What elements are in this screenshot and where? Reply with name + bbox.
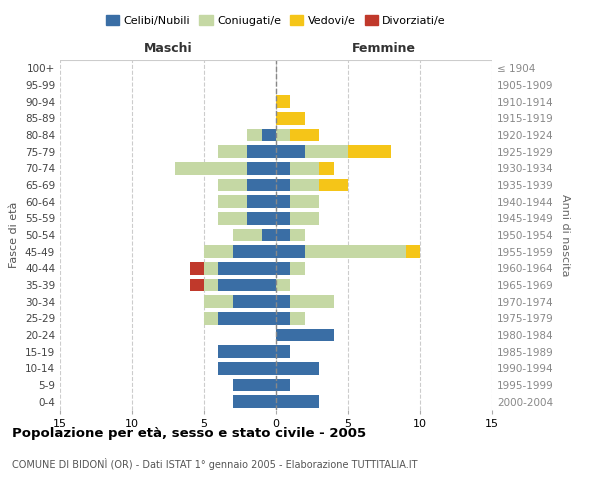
Bar <box>247 129 262 141</box>
Bar <box>276 329 334 341</box>
Bar <box>175 162 247 174</box>
Bar <box>290 212 319 224</box>
Bar <box>276 129 290 141</box>
Bar <box>233 229 262 241</box>
Bar <box>218 362 276 374</box>
Bar <box>276 146 305 158</box>
Bar <box>348 146 391 158</box>
Bar <box>204 296 233 308</box>
Bar <box>190 262 204 274</box>
Bar <box>290 162 319 174</box>
Bar <box>204 312 218 324</box>
Bar <box>276 179 290 192</box>
Text: Maschi: Maschi <box>143 42 193 55</box>
Bar <box>276 346 290 358</box>
Bar <box>218 179 247 192</box>
Y-axis label: Fasce di età: Fasce di età <box>10 202 19 268</box>
Bar <box>276 212 290 224</box>
Bar <box>305 246 406 258</box>
Bar <box>204 246 233 258</box>
Bar <box>276 246 305 258</box>
Bar <box>290 296 334 308</box>
Bar <box>247 146 276 158</box>
Bar <box>276 396 319 408</box>
Bar <box>218 212 247 224</box>
Bar <box>218 279 276 291</box>
Bar <box>305 146 348 158</box>
Bar <box>290 179 319 192</box>
Bar <box>290 129 319 141</box>
Bar <box>276 312 290 324</box>
Bar <box>290 229 305 241</box>
Bar <box>218 146 247 158</box>
Bar <box>276 279 290 291</box>
Bar <box>204 279 218 291</box>
Bar <box>276 262 290 274</box>
Text: COMUNE DI BIDONÌ (OR) - Dati ISTAT 1° gennaio 2005 - Elaborazione TUTTITALIA.IT: COMUNE DI BIDONÌ (OR) - Dati ISTAT 1° ge… <box>12 458 418 469</box>
Bar <box>233 379 276 391</box>
Bar <box>233 246 276 258</box>
Text: Popolazione per età, sesso e stato civile - 2005: Popolazione per età, sesso e stato civil… <box>12 428 366 440</box>
Bar <box>233 396 276 408</box>
Bar <box>218 346 276 358</box>
Bar <box>218 262 276 274</box>
Bar <box>218 312 276 324</box>
Bar <box>276 112 305 124</box>
Bar <box>247 162 276 174</box>
Bar <box>276 196 290 208</box>
Bar <box>247 212 276 224</box>
Bar <box>276 362 319 374</box>
Bar <box>290 196 319 208</box>
Bar <box>276 96 290 108</box>
Bar <box>233 296 276 308</box>
Bar <box>262 229 276 241</box>
Y-axis label: Anni di nascita: Anni di nascita <box>560 194 570 276</box>
Bar <box>247 179 276 192</box>
Bar <box>276 379 290 391</box>
Bar <box>247 196 276 208</box>
Bar <box>290 312 305 324</box>
Bar <box>190 279 204 291</box>
Bar <box>218 196 247 208</box>
Bar <box>276 229 290 241</box>
Bar <box>262 129 276 141</box>
Bar <box>319 162 334 174</box>
Bar <box>276 296 290 308</box>
Bar <box>406 246 420 258</box>
Legend: Celibi/Nubili, Coniugati/e, Vedovi/e, Divorziati/e: Celibi/Nubili, Coniugati/e, Vedovi/e, Di… <box>101 10 451 30</box>
Bar <box>204 262 218 274</box>
Bar <box>290 262 305 274</box>
Bar <box>319 179 348 192</box>
Text: Femmine: Femmine <box>352 42 416 55</box>
Bar <box>276 162 290 174</box>
